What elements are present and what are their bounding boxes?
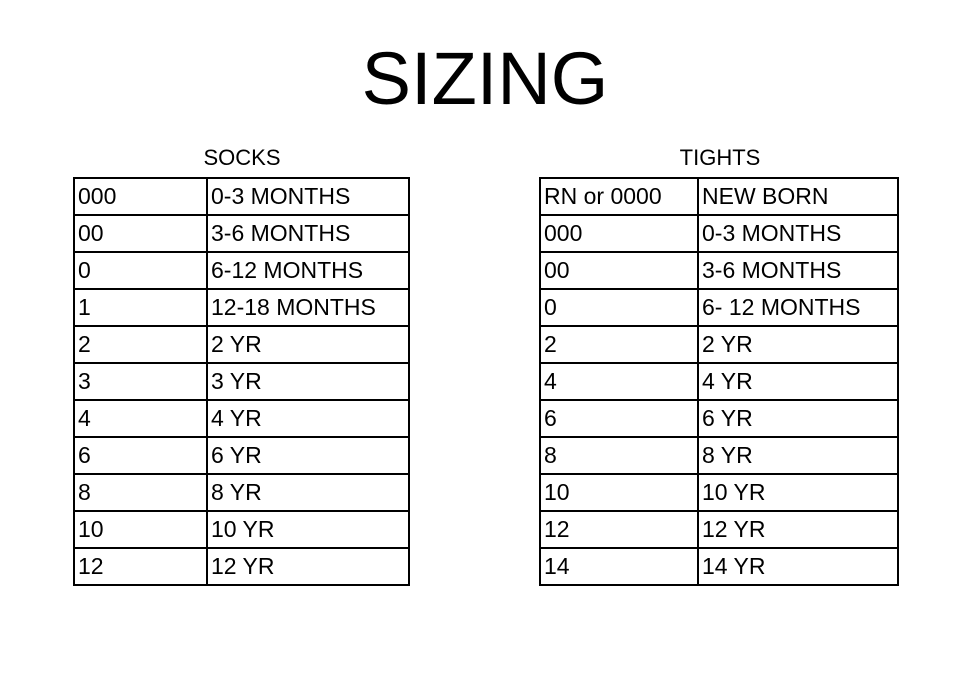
- size-cell: 12: [539, 510, 699, 549]
- table-row: 000 0-3 MONTHS: [73, 177, 410, 216]
- size-cell: 6: [73, 436, 208, 475]
- size-cell: 0: [539, 288, 699, 327]
- page-title: SIZING: [361, 37, 609, 120]
- size-cell: 10: [539, 473, 699, 512]
- table-row: 00 3-6 MONTHS: [539, 251, 899, 290]
- age-cell: 0-3 MONTHS: [206, 177, 410, 216]
- size-cell: 6: [539, 399, 699, 438]
- age-cell: 0-3 MONTHS: [697, 214, 899, 253]
- size-cell: 00: [73, 214, 208, 253]
- size-cell: 2: [539, 325, 699, 364]
- age-cell: 10 YR: [206, 510, 410, 549]
- size-cell: 1: [73, 288, 208, 327]
- table-row: 14 14 YR: [539, 547, 899, 586]
- age-cell: NEW BORN: [697, 177, 899, 216]
- age-cell: 10 YR: [697, 473, 899, 512]
- age-cell: 6- 12 MONTHS: [697, 288, 899, 327]
- tights-caption: TIGHTS: [679, 145, 761, 170]
- age-cell: 8 YR: [697, 436, 899, 475]
- table-row: 000 0-3 MONTHS: [539, 214, 899, 253]
- size-cell: 0: [73, 251, 208, 290]
- age-cell: 3-6 MONTHS: [206, 214, 410, 253]
- table-row: 0 6- 12 MONTHS: [539, 288, 899, 327]
- size-cell: 000: [73, 177, 208, 216]
- age-cell: 6-12 MONTHS: [206, 251, 410, 290]
- age-cell: 14 YR: [697, 547, 899, 586]
- age-cell: 3 YR: [206, 362, 410, 401]
- tights-size-table: RN or 0000 NEW BORN 000 0-3 MONTHS 00 3-6 MON…: [539, 177, 899, 586]
- size-cell: 3: [73, 362, 208, 401]
- size-cell: 14: [539, 547, 699, 586]
- size-cell: 8: [73, 473, 208, 512]
- table-row: 0 6-12 MONTHS: [73, 251, 410, 290]
- age-cell: 2 YR: [206, 325, 410, 364]
- age-cell: 3-6 MONTHS: [697, 251, 899, 290]
- table-row: 12 12 YR: [73, 547, 410, 586]
- size-cell: RN or 0000: [539, 177, 699, 216]
- size-cell: 4: [539, 362, 699, 401]
- size-cell: 8: [539, 436, 699, 475]
- table-row: 1 12-18 MONTHS: [73, 288, 410, 327]
- age-cell: 8 YR: [206, 473, 410, 512]
- age-cell: 6 YR: [206, 436, 410, 475]
- size-cell: 4: [73, 399, 208, 438]
- age-cell: 12-18 MONTHS: [206, 288, 410, 327]
- size-cell: 12: [73, 547, 208, 586]
- socks-caption: SOCKS: [203, 145, 281, 170]
- table-row: RN or 0000 NEW BORN: [539, 177, 899, 216]
- age-cell: 6 YR: [697, 399, 899, 438]
- socks-size-table: 000 0-3 MONTHS 00 3-6 MONTHS 0 6-12 MONTHS 1 12…: [73, 177, 410, 586]
- table-row: 10 10 YR: [73, 510, 410, 549]
- age-cell: 12 YR: [697, 510, 899, 549]
- age-cell: 4 YR: [697, 362, 899, 401]
- age-cell: 4 YR: [206, 399, 410, 438]
- table-row: 12 12 YR: [539, 510, 899, 549]
- size-cell: 00: [539, 251, 699, 290]
- size-cell: 2: [73, 325, 208, 364]
- age-cell: 2 YR: [697, 325, 899, 364]
- size-cell: 000: [539, 214, 699, 253]
- table-row: 00 3-6 MONTHS: [73, 214, 410, 253]
- size-cell: 10: [73, 510, 208, 549]
- table-row: 10 10 YR: [539, 473, 899, 512]
- age-cell: 12 YR: [206, 547, 410, 586]
